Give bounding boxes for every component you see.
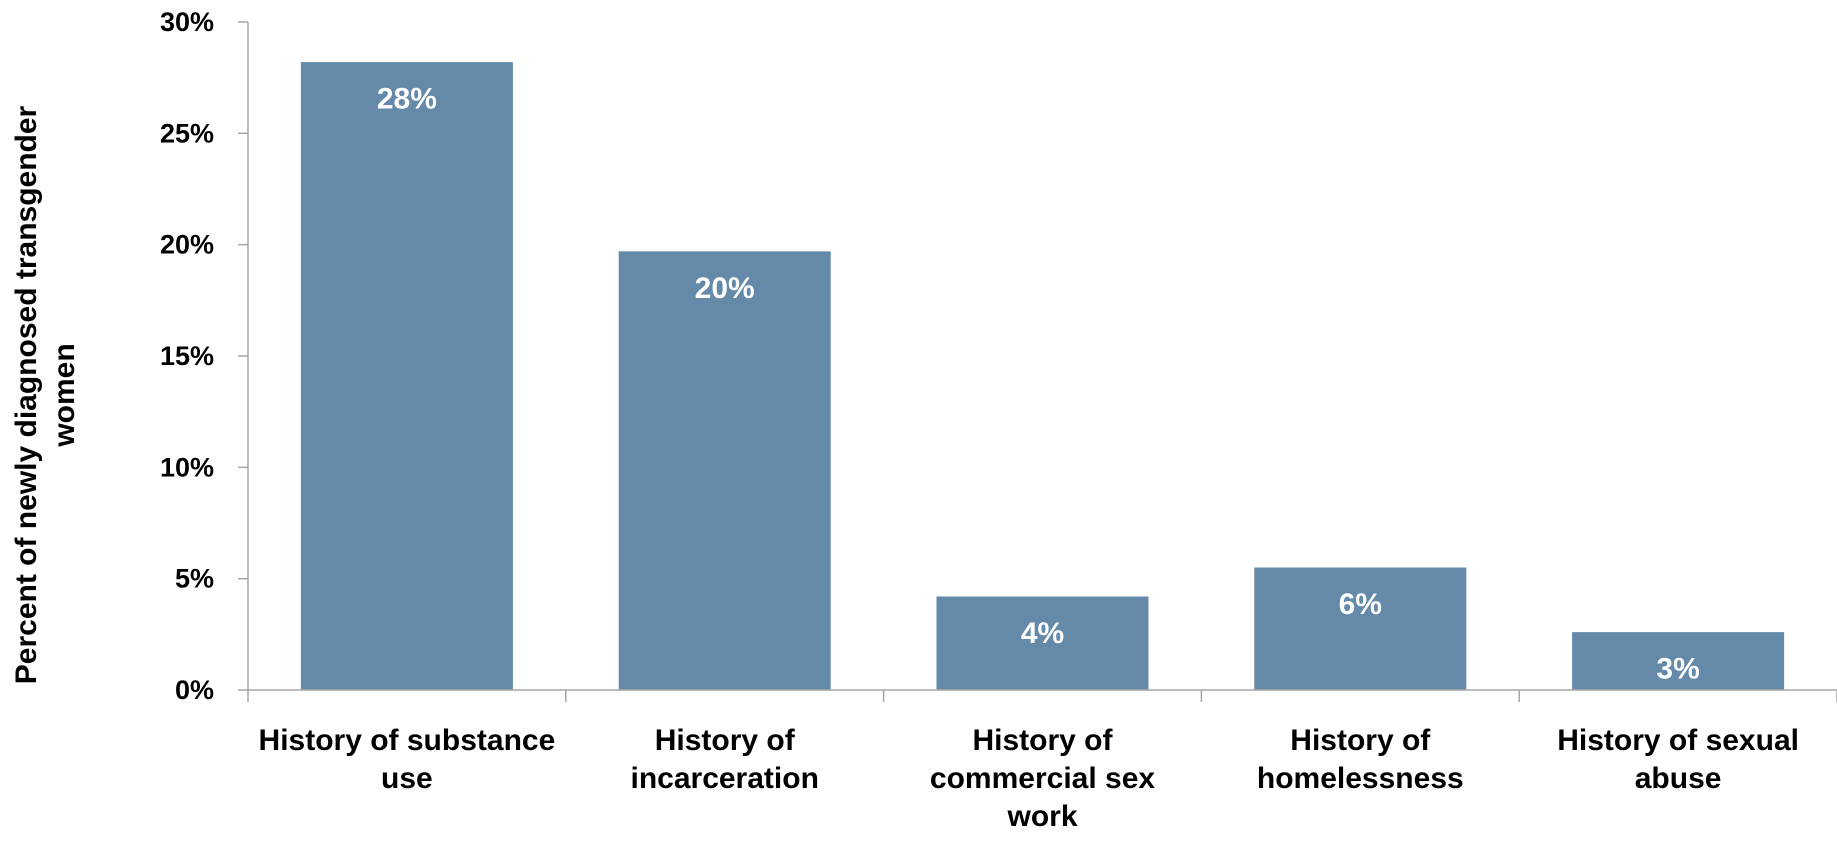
x-category-label-line: incarceration bbox=[630, 762, 818, 795]
y-tick-label: 30% bbox=[160, 7, 214, 37]
x-category-label: History of homelessness bbox=[1257, 724, 1464, 795]
data-label: 28% bbox=[377, 83, 437, 116]
x-category-label-line: History of substance bbox=[259, 724, 556, 757]
y-axis-title: Percent of newly diagnosed transgender wo… bbox=[10, 105, 81, 684]
x-category-label-line: History of bbox=[655, 724, 796, 757]
x-category-label-line: commercial sex bbox=[930, 762, 1155, 795]
data-label: 3% bbox=[1656, 653, 1699, 686]
y-axis-title-line: women bbox=[48, 343, 81, 447]
bars bbox=[300, 62, 1785, 690]
x-category-label-line: homelessness bbox=[1257, 762, 1464, 795]
bar bbox=[936, 596, 1149, 690]
axes bbox=[247, 22, 1837, 702]
y-tick-label: 25% bbox=[160, 118, 214, 148]
y-tick-label: 5% bbox=[175, 564, 214, 594]
bar bbox=[1254, 567, 1467, 690]
x-category-label: History of incarceration bbox=[630, 724, 818, 795]
x-category-label: History of commercial sex work bbox=[930, 724, 1155, 833]
data-label: 4% bbox=[1021, 617, 1064, 650]
x-category-label: History of sexual abuse bbox=[1557, 724, 1799, 795]
x-category-label-line: work bbox=[1006, 800, 1077, 833]
data-label: 20% bbox=[695, 272, 755, 305]
y-axis-ticks: 0% 5% 10% 15% 20% 25% 30% bbox=[160, 7, 248, 705]
category-labels: History of substance use History of incarce… bbox=[259, 724, 1799, 833]
data-labels: 28% 20% 4% 6% 3% bbox=[377, 83, 1700, 686]
data-label: 6% bbox=[1339, 588, 1382, 621]
bar bbox=[618, 251, 831, 690]
bar bbox=[300, 62, 513, 690]
x-category-label-line: History of sexual bbox=[1557, 724, 1799, 757]
y-tick-label: 10% bbox=[160, 452, 214, 482]
bar bbox=[1572, 632, 1785, 690]
y-axis-title-line: Percent of newly diagnosed transgender bbox=[10, 105, 43, 684]
y-tick-label: 0% bbox=[175, 675, 214, 705]
y-tick-label: 20% bbox=[160, 230, 214, 260]
x-category-label: History of substance use bbox=[259, 724, 556, 795]
y-axis-title-text: Percent of newly diagnosed transgender wo… bbox=[10, 105, 81, 684]
x-category-label-line: History of bbox=[1290, 724, 1431, 757]
x-category-label-line: History of bbox=[972, 724, 1113, 757]
x-category-label-line: abuse bbox=[1635, 762, 1722, 795]
x-category-label-line: use bbox=[381, 762, 433, 795]
y-tick-label: 15% bbox=[160, 341, 214, 371]
